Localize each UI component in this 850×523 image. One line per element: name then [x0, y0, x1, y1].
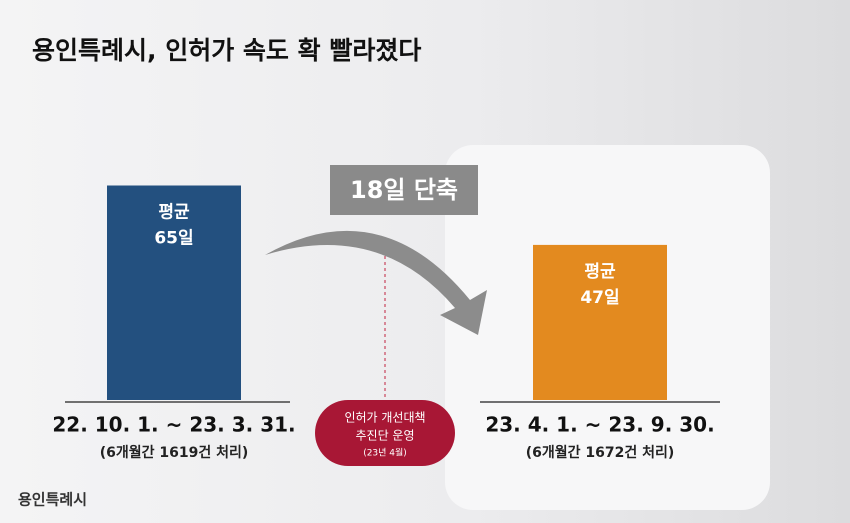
x-tick-label: 23. 4. 1. ~ 23. 9. 30.	[485, 413, 714, 437]
milestone-text: 추진단 운영	[355, 429, 414, 443]
bar-caption: 평균	[158, 203, 190, 223]
category-note: (6개월간 1619건 처리)	[100, 444, 249, 461]
annotation: 18일 단축	[350, 176, 458, 204]
milestone-text: (23년 4월)	[363, 447, 407, 459]
milestone-text: 인허가 개선대책	[344, 410, 425, 425]
category-note: (6개월간 1672건 처리)	[526, 444, 675, 461]
bar	[107, 185, 241, 400]
chart-title: 용인특례시, 인허가 속도 확 빨라졌다	[32, 36, 421, 65]
logo: 용인특례시	[18, 491, 87, 509]
value-label: 47일	[580, 288, 619, 308]
annotation-box	[330, 165, 478, 215]
milestone-pill	[315, 400, 455, 466]
x-tick-label: 22. 10. 1. ~ 23. 3. 31.	[52, 413, 295, 437]
bar-caption: 평균	[584, 262, 616, 282]
arrow	[265, 230, 487, 335]
bar	[533, 244, 667, 400]
value-label: 65일	[154, 229, 193, 249]
